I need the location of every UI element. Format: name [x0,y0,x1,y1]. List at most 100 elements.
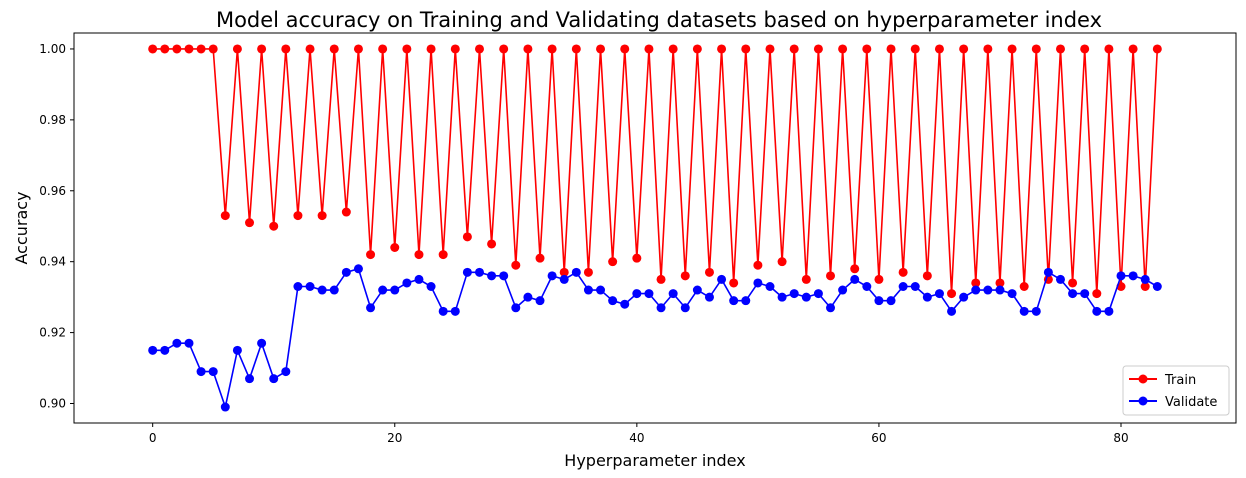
train-point [789,44,799,54]
validate-point [910,282,920,291]
validate-point [220,402,230,412]
train-point [281,44,291,54]
train-point [777,257,787,267]
x-tick-label: 0 [149,431,157,445]
train-point [704,267,714,277]
legend-validate-marker [1138,396,1148,406]
train-point [1019,282,1029,291]
validate-point [293,282,303,291]
train-point [329,44,339,54]
train-point [366,250,376,260]
validate-point [704,292,714,302]
validate-point [765,282,775,291]
validate-point [898,282,908,291]
train-point [547,44,557,54]
validate-point [753,278,763,288]
validate-point [632,289,642,299]
validate-point [317,285,327,295]
train-point [995,278,1005,288]
validate-point [450,306,460,316]
x-tick-label: 20 [387,431,402,445]
train-point [148,44,158,54]
train-point [596,44,606,54]
train-point [559,267,569,277]
y-tick-label: 0.90 [39,397,66,411]
validate-point [1031,306,1041,316]
train-point [450,44,460,54]
train-point [1128,44,1138,54]
train-point [487,239,497,249]
legend: Train Validate [1122,365,1230,416]
validate-point [196,367,206,377]
validate-point [1068,289,1078,299]
validate-point [668,289,678,299]
validate-point [390,285,400,295]
validate-point [1080,289,1090,299]
train-point [910,44,920,54]
train-point [462,232,472,242]
train-point [801,274,811,284]
validate-point [596,285,606,295]
y-tick-label: 0.98 [39,113,66,127]
validate-point [414,274,424,284]
train-point [402,44,412,54]
train-point [390,243,400,252]
validate-point [959,292,969,302]
validate-point [777,292,787,302]
validate-point [1019,306,1029,316]
train-point [414,250,424,260]
validate-point [813,289,823,299]
series-validate [148,264,1162,412]
y-axis-title: Accuracy [12,191,31,264]
train-point [341,207,351,217]
y-axis: 0.90 0.92 0.94 0.96 0.98 1.00 [39,42,74,411]
train-point [620,44,630,54]
train-point [305,44,315,54]
train-point [438,250,448,260]
validate-point [886,296,896,306]
train-point [813,44,823,54]
validate-point [1152,282,1162,291]
validate-point [656,303,666,313]
legend-validate-label: Validate [1165,395,1217,410]
x-tick-label: 40 [629,431,644,445]
validate-point [1007,289,1017,299]
train-point [426,44,436,54]
train-point [220,211,230,221]
validate-point [729,296,739,306]
train-point [959,44,969,54]
validate-point [245,374,255,384]
validate-point [741,296,751,306]
plot-area: 0 20 40 60 80 0.90 0.92 0.94 0.96 0.98 1.00 [39,32,1237,445]
train-point [947,289,957,299]
y-tick-label: 0.94 [39,255,66,269]
validate-point [1116,271,1126,281]
train-point [1068,278,1078,288]
series-layer [148,44,1162,412]
train-point [922,271,932,281]
validate-point [789,289,799,299]
validate-point [547,271,557,281]
train-point [934,44,944,54]
validate-point [571,267,581,277]
validate-line [152,267,1158,408]
train-point [184,44,194,54]
train-point [535,253,545,263]
train-point [172,44,182,54]
validate-point [257,338,267,348]
legend-train-label: Train [1164,373,1196,388]
train-point [826,271,836,281]
train-point [983,44,993,54]
train-point [499,44,509,54]
train-point [1140,282,1150,291]
train-point [717,44,727,54]
validate-point [947,306,957,316]
validate-point [862,282,872,291]
x-axis-title: Hyperparameter index [564,451,745,470]
train-point [971,278,981,288]
validate-point [971,285,981,295]
validate-point [1140,274,1150,284]
train-point [1031,44,1041,54]
x-tick-label: 60 [871,431,886,445]
validate-point [583,285,593,295]
